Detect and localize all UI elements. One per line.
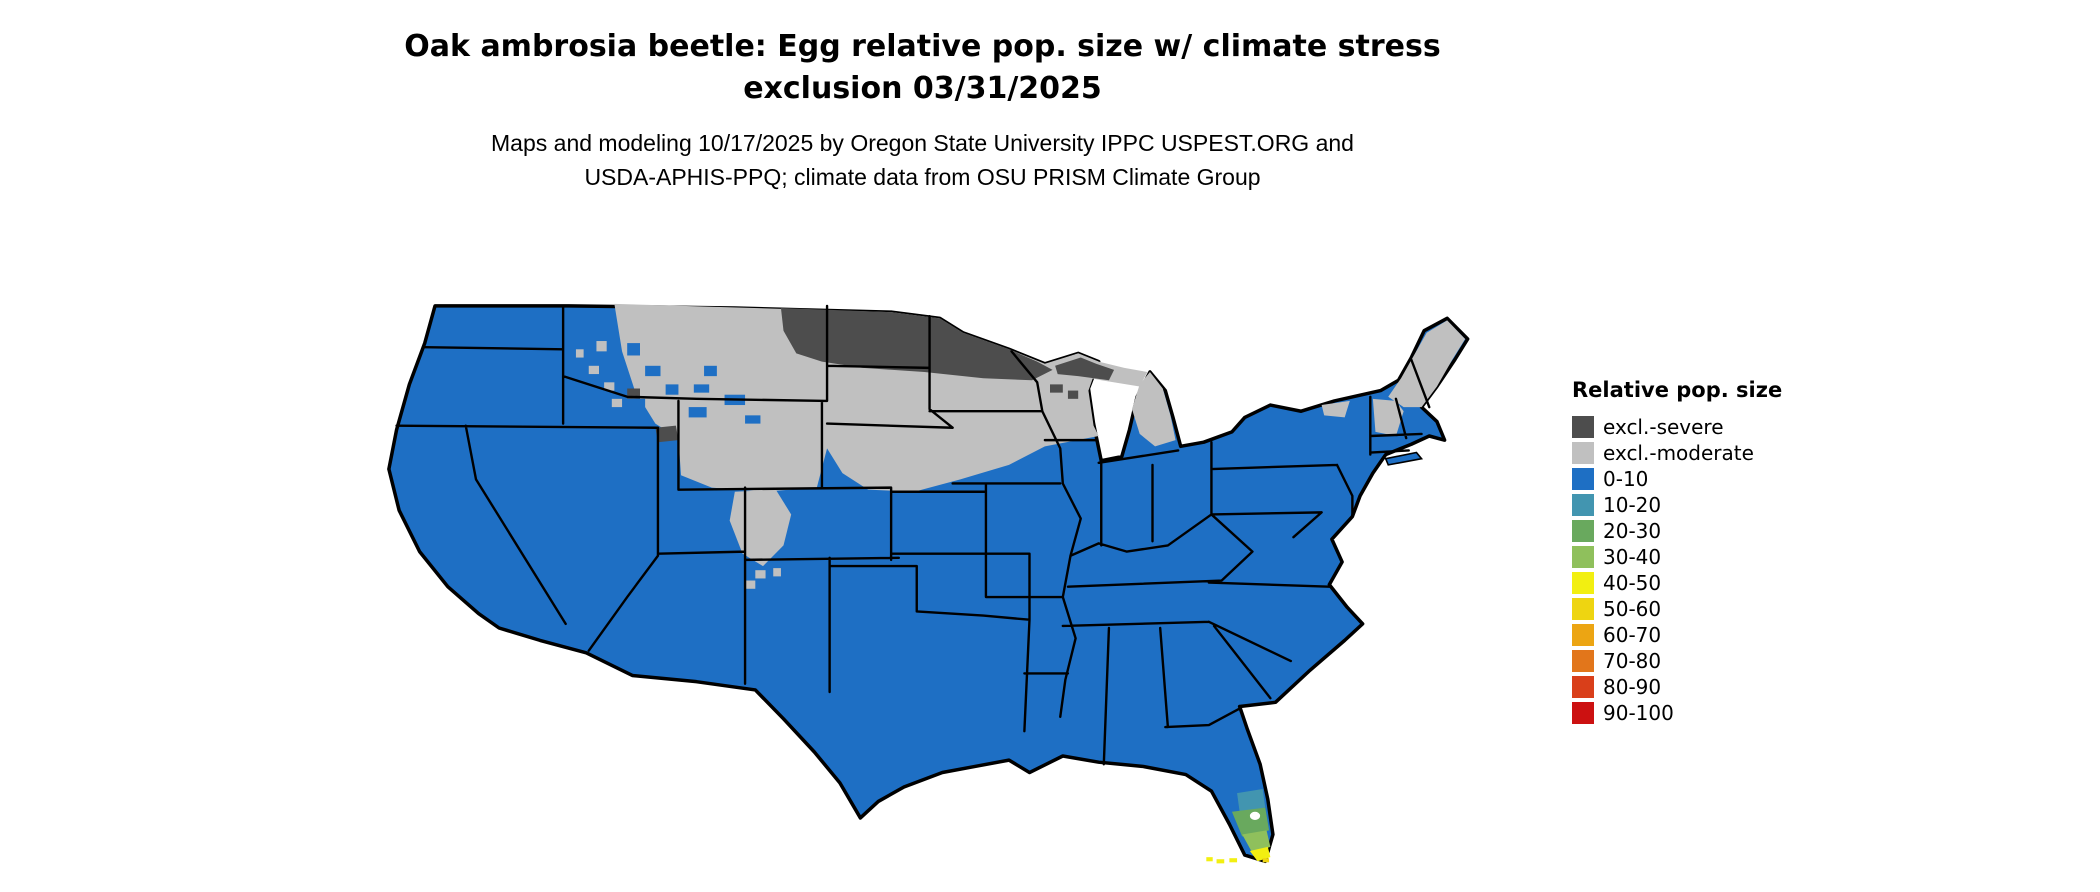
long-island: [1386, 453, 1422, 465]
legend-item-10-20: 10-20: [1572, 492, 1812, 518]
legend-swatch: [1572, 624, 1594, 646]
legend-label: 0-10: [1603, 467, 1649, 491]
legend-swatch: [1572, 494, 1594, 516]
legend-swatch: [1572, 442, 1594, 464]
lake-okeechobee: [1249, 811, 1261, 820]
legend-item-excl-moderate: excl.-moderate: [1572, 440, 1812, 466]
florida-30-40: [1242, 830, 1271, 854]
legend-swatch: [1572, 702, 1594, 724]
legend-label: 90-100: [1603, 701, 1674, 725]
subtitle-line-1: Maps and modeling 10/17/2025 by Oregon S…: [491, 130, 1354, 156]
legend-label: 20-30: [1603, 519, 1662, 543]
keys-40-50: [1216, 859, 1225, 864]
keys-40-50: [1206, 857, 1213, 862]
legend-title: Relative pop. size: [1572, 378, 1783, 402]
page-subtitle: Maps and modeling 10/17/2025 by Oregon S…: [0, 126, 1845, 194]
legend-item-70-80: 70-80: [1572, 648, 1812, 674]
legend-item-60-70: 60-70: [1572, 622, 1812, 648]
legend-item-50-60: 50-60: [1572, 596, 1812, 622]
legend-item-excl-severe: excl.-severe: [1572, 414, 1812, 440]
legend-item-90-100: 90-100: [1572, 700, 1812, 726]
legend-item-0-10: 0-10: [1572, 466, 1812, 492]
map-excl-severe-region: [627, 308, 1115, 443]
legend-item-40-50: 40-50: [1572, 570, 1812, 596]
title-line-1: Oak ambrosia beetle: Egg relative pop. s…: [404, 29, 1441, 64]
map-state-borders: [397, 306, 1430, 764]
legend-label: 30-40: [1603, 545, 1662, 569]
legend-item-30-40: 30-40: [1572, 544, 1812, 570]
legend-label: 80-90: [1603, 675, 1662, 699]
us-map-svg: [312, 303, 1542, 864]
us-map: [312, 244, 1542, 884]
subtitle-line-2: USDA-APHIS-PPQ; climate data from OSU PR…: [584, 164, 1261, 190]
keys-40-50: [1229, 858, 1238, 863]
legend-swatch: [1572, 546, 1594, 568]
legend-label: 40-50: [1603, 571, 1662, 595]
legend-label: 50-60: [1603, 597, 1662, 621]
legend: Relative pop. size excl.-severe excl.-mo…: [1572, 378, 1812, 726]
legend-label: excl.-moderate: [1603, 441, 1754, 465]
legend-swatch: [1572, 416, 1594, 438]
legend-swatch: [1572, 598, 1594, 620]
map-florida-gradient: [1206, 789, 1271, 864]
legend-label: 70-80: [1603, 649, 1662, 673]
legend-item-20-30: 20-30: [1572, 518, 1812, 544]
legend-swatch: [1572, 650, 1594, 672]
legend-item-80-90: 80-90: [1572, 674, 1812, 700]
legend-swatch: [1572, 676, 1594, 698]
map-blue-speckles: [627, 343, 761, 424]
legend-swatch: [1572, 468, 1594, 490]
legend-label: 60-70: [1603, 623, 1662, 647]
legend-label: 10-20: [1603, 493, 1662, 517]
legend-swatch: [1572, 572, 1594, 594]
legend-label: excl.-severe: [1603, 415, 1724, 439]
title-line-2: exclusion 03/31/2025: [743, 71, 1102, 106]
page-title: Oak ambrosia beetle: Egg relative pop. s…: [0, 26, 1845, 110]
legend-swatch: [1572, 520, 1594, 542]
florida-10-20: [1237, 789, 1266, 812]
title-block: Oak ambrosia beetle: Egg relative pop. s…: [0, 26, 1845, 194]
florida-40-50: [1249, 846, 1271, 862]
keys-50-60: [1262, 858, 1270, 863]
